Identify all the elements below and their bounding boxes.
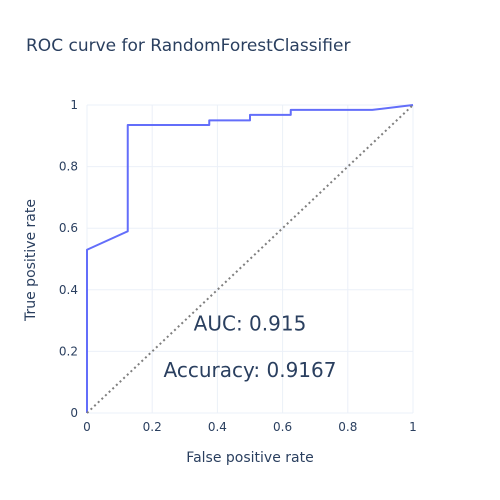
tick-layer: 0 0.2 0.4 0.6 0.8 1 0 0.2 0.4 0.6 0.8 1 <box>59 98 417 434</box>
y-tick-label: 0.4 <box>59 283 78 297</box>
annotation-layer: AUC: 0.915 Accuracy: 0.9167 <box>164 312 337 382</box>
series-layer <box>86 104 414 414</box>
x-tick-label: 0.6 <box>273 420 292 434</box>
chart-title: ROC curve for RandomForestClassifier <box>26 36 350 56</box>
roc-curve-line <box>86 104 414 413</box>
x-tick-label: 0.4 <box>208 420 227 434</box>
y-tick-label: 0.8 <box>59 160 78 174</box>
y-tick-label: 0 <box>70 406 78 420</box>
x-tick-label: 0 <box>83 420 91 434</box>
x-tick-label: 0.8 <box>338 420 357 434</box>
x-tick-label: 1 <box>409 420 417 434</box>
y-tick-label: 1 <box>70 98 78 112</box>
auc-annotation: AUC: 0.915 <box>194 312 307 336</box>
x-tick-label: 0.2 <box>143 420 162 434</box>
y-axis-title: True positive rate <box>23 199 39 322</box>
y-tick-label: 0.2 <box>59 344 78 358</box>
grid-layer <box>86 104 414 414</box>
accuracy-annotation: Accuracy: 0.9167 <box>164 358 337 382</box>
y-tick-label: 0.6 <box>59 221 78 235</box>
x-axis-title: False positive rate <box>186 450 313 466</box>
